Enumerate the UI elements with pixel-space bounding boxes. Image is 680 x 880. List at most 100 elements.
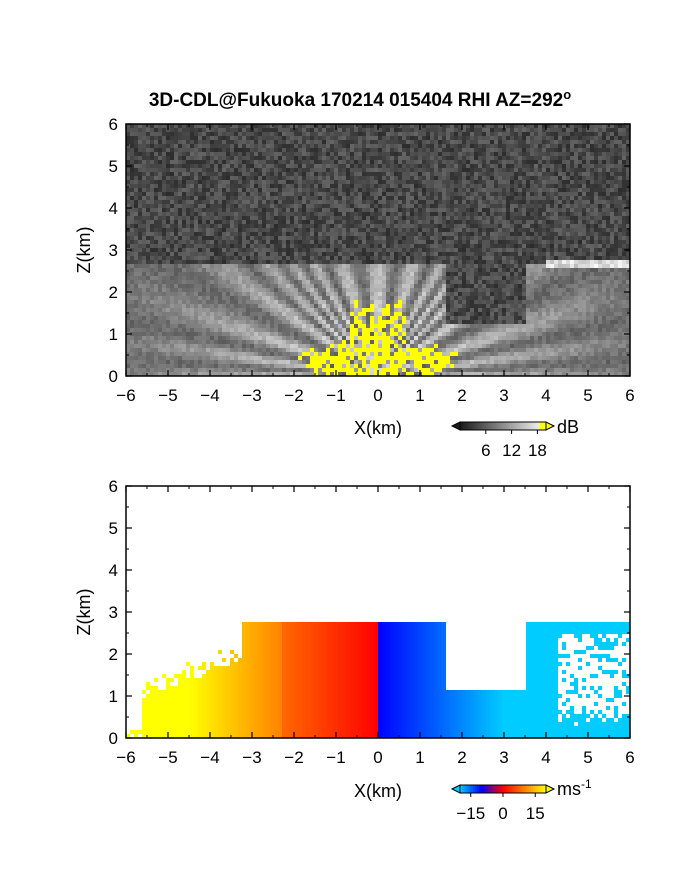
intensity-cell	[482, 252, 486, 256]
intensity-cell	[242, 176, 246, 180]
intensity-cell	[186, 192, 190, 196]
intensity-cell	[398, 188, 402, 192]
intensity-cell	[314, 156, 318, 160]
intensity-cell	[618, 164, 622, 168]
intensity-cell	[358, 176, 362, 180]
intensity-cell	[246, 132, 250, 136]
intensity-cell	[134, 236, 138, 240]
intensity-cell	[358, 200, 362, 204]
intensity-cell	[414, 240, 418, 244]
intensity-cell	[510, 132, 514, 136]
intensity-cell	[214, 228, 218, 232]
intensity-cell	[538, 208, 542, 212]
intensity-cell	[350, 144, 354, 148]
intensity-cell	[426, 188, 430, 192]
intensity-cell	[430, 184, 434, 188]
intensity-cell	[174, 188, 178, 192]
intensity-cell	[550, 136, 554, 140]
intensity-cell	[322, 140, 326, 144]
intensity-cell	[570, 224, 574, 228]
intensity-cell	[370, 232, 374, 236]
intensity-cell	[282, 236, 286, 240]
intensity-cell	[422, 260, 426, 264]
intensity-cell	[486, 268, 490, 272]
intensity-cell	[498, 192, 502, 196]
intensity-cell	[526, 172, 530, 176]
intensity-cell	[282, 192, 286, 196]
intensity-cell	[370, 224, 374, 228]
intensity-cell	[550, 156, 554, 160]
intensity-cell	[466, 132, 470, 136]
intensity-cell	[198, 172, 202, 176]
intensity-cell	[366, 256, 370, 260]
intensity-cell	[386, 240, 390, 244]
intensity-cell	[206, 256, 210, 260]
intensity-cell	[150, 124, 154, 128]
intensity-cell	[354, 268, 358, 272]
intensity-cell	[606, 180, 610, 184]
intensity-cell	[330, 244, 334, 248]
intensity-cell	[138, 244, 142, 248]
intensity-cell	[286, 132, 290, 136]
intensity-cell	[518, 128, 522, 132]
intensity-cell	[190, 248, 194, 252]
intensity-cell	[358, 232, 362, 236]
intensity-cell	[142, 220, 146, 224]
intensity-cell	[330, 148, 334, 152]
intensity-cell	[262, 208, 266, 212]
intensity-cell	[602, 136, 606, 140]
intensity-cell	[126, 196, 130, 200]
intensity-cell	[174, 176, 178, 180]
intensity-cell	[430, 256, 434, 260]
intensity-cell	[422, 128, 426, 132]
intensity-cell	[382, 216, 386, 220]
intensity-cell	[238, 132, 242, 136]
intensity-cell	[542, 128, 546, 132]
intensity-cell	[562, 252, 566, 256]
intensity-cell	[506, 244, 510, 248]
intensity-cell	[270, 276, 274, 280]
intensity-cell	[422, 264, 426, 268]
intensity-cell	[554, 196, 558, 200]
intensity-cell	[158, 144, 162, 148]
intensity-cell	[574, 184, 578, 188]
intensity-cell	[370, 136, 374, 140]
intensity-cell	[334, 280, 338, 284]
intensity-cell	[582, 140, 586, 144]
intensity-cell	[566, 128, 570, 132]
intensity-cell	[598, 264, 602, 268]
intensity-cell	[378, 156, 382, 160]
intensity-cell	[278, 152, 282, 156]
intensity-cell	[378, 124, 382, 128]
intensity-cell	[494, 264, 498, 268]
intensity-cell	[458, 268, 462, 272]
intensity-cell	[178, 148, 182, 152]
intensity-cell	[574, 260, 578, 264]
intensity-cell	[258, 132, 262, 136]
intensity-cell	[154, 128, 158, 132]
intensity-cell	[402, 280, 406, 284]
intensity-cell	[562, 156, 566, 160]
intensity-cell	[442, 248, 446, 252]
intensity-cell	[266, 124, 270, 128]
intensity-cell	[482, 164, 486, 168]
intensity-cell	[322, 232, 326, 236]
intensity-cell	[506, 132, 510, 136]
intensity-cell	[146, 176, 150, 180]
intensity-cell	[134, 232, 138, 236]
intensity-cell	[378, 248, 382, 252]
intensity-cell	[162, 196, 166, 200]
intensity-cell	[606, 268, 610, 272]
intensity-cell	[190, 172, 194, 176]
intensity-cell	[226, 212, 230, 216]
intensity-cell	[306, 252, 310, 256]
intensity-cell	[554, 132, 558, 136]
intensity-cell	[522, 216, 526, 220]
intensity-cell	[558, 156, 562, 160]
intensity-cell	[454, 184, 458, 188]
intensity-cell	[306, 280, 310, 284]
intensity-cell	[386, 188, 390, 192]
intensity-cell	[406, 252, 410, 256]
intensity-cell	[358, 220, 362, 224]
intensity-cell	[350, 216, 354, 220]
